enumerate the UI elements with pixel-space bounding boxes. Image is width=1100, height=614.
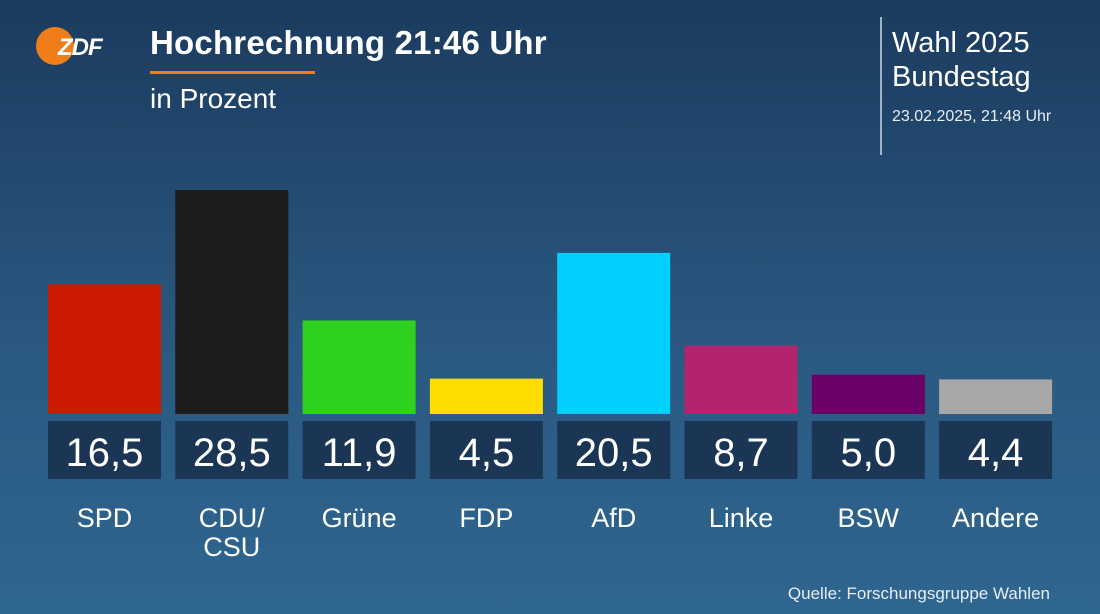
- value-label: 16,5: [66, 431, 144, 475]
- category-label: CDU/: [199, 503, 265, 533]
- bar: [429, 378, 543, 414]
- logo-text: ZDF: [57, 34, 104, 61]
- election-title: Wahl 2025 Bundestag: [892, 26, 1031, 94]
- bar: [175, 190, 289, 414]
- value-label: 20,5: [575, 431, 653, 475]
- value-box: [939, 421, 1053, 479]
- chart-subtitle: in Prozent: [150, 83, 277, 114]
- header-divider: [880, 17, 882, 155]
- bar: [48, 284, 161, 414]
- category-label: Grüne: [322, 503, 397, 533]
- value-box: [302, 421, 416, 479]
- value-label: 8,7: [713, 431, 769, 475]
- category-label: SPD: [77, 503, 133, 533]
- category-label: FDP: [459, 503, 513, 533]
- value-box: [811, 421, 925, 479]
- value-label: 4,4: [968, 431, 1024, 475]
- category-label: BSW: [838, 503, 900, 533]
- value-box: [48, 421, 161, 479]
- value-label: 5,0: [840, 431, 896, 475]
- bar: [939, 379, 1053, 414]
- value-box: [429, 421, 543, 479]
- value-label: 28,5: [193, 431, 271, 475]
- election-body: Bundestag: [892, 61, 1031, 93]
- category-label: CSU: [203, 532, 260, 562]
- source-note: Quelle: Forschungsgruppe Wahlen: [787, 584, 1050, 603]
- bar: [811, 374, 925, 414]
- zdf-logo: ZDF: [36, 27, 105, 65]
- bar: [557, 252, 671, 414]
- value-box: [557, 421, 671, 479]
- category-label: Andere: [952, 503, 1039, 533]
- value-label: 4,5: [459, 431, 515, 475]
- title-underline: [150, 71, 315, 74]
- value-box: [684, 421, 798, 479]
- category-label: AfD: [591, 503, 636, 533]
- election-year: Wahl 2025: [892, 27, 1030, 59]
- bar: [302, 320, 416, 414]
- chart-title: Hochrechnung 21:46 Uhr: [150, 24, 547, 61]
- bar: [684, 345, 798, 414]
- election-datetime: 23.02.2025, 21:48 Uhr: [892, 108, 1052, 125]
- value-label: 11,9: [322, 431, 397, 475]
- category-label: Linke: [709, 503, 774, 533]
- value-box: [175, 421, 289, 479]
